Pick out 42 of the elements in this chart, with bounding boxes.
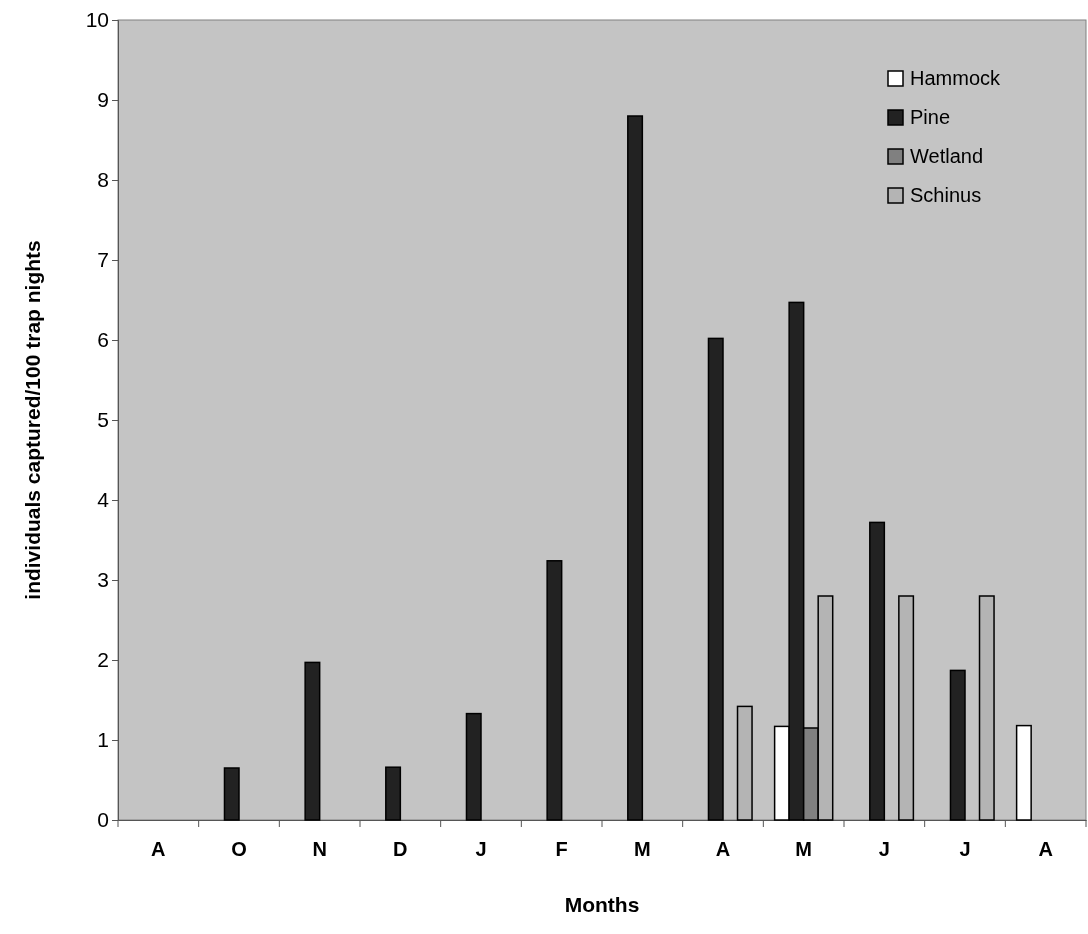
y-tick-label: 0	[97, 808, 109, 832]
bar	[223, 767, 240, 821]
x-tick-label: A	[1038, 838, 1053, 861]
x-tick-label: A	[151, 838, 166, 861]
legend-label: Pine	[910, 106, 951, 128]
legend-label: Wetland	[910, 145, 984, 167]
bar	[385, 766, 402, 821]
bar	[304, 661, 321, 821]
y-tick-label: 5	[97, 408, 109, 432]
x-tick-label: J	[878, 838, 890, 861]
y-tick-label: 1	[97, 728, 109, 752]
x-tick-label: O	[231, 838, 247, 861]
y-tick-label: 9	[97, 88, 109, 112]
bar	[627, 115, 644, 821]
bar	[707, 337, 724, 821]
x-tick-label: N	[312, 838, 327, 861]
y-tick-label: 6	[97, 328, 109, 352]
bar	[546, 560, 563, 821]
x-tick-label: M	[795, 838, 812, 861]
y-tick-label: 8	[97, 168, 109, 192]
bar	[1015, 724, 1032, 821]
bar	[465, 712, 482, 821]
y-tick-label: 2	[97, 648, 109, 672]
bar	[978, 595, 995, 821]
y-tick-label: 7	[97, 248, 109, 272]
bar	[949, 669, 966, 821]
y-tick-label: 10	[85, 8, 109, 32]
x-tick-label: A	[715, 838, 731, 861]
x-tick-label: J	[959, 838, 971, 861]
x-tick-label: J	[475, 838, 487, 861]
y-tick-label: 3	[97, 568, 109, 592]
bar	[898, 595, 915, 821]
legend-label: Schinus	[910, 184, 982, 206]
y-axis-title: individuals captured/100 trap nights	[21, 240, 44, 600]
y-tick-label: 4	[97, 488, 110, 512]
x-axis-title: Months	[564, 893, 640, 916]
x-tick-label: D	[393, 838, 408, 861]
x-tick-label: F	[555, 838, 568, 861]
legend-label: Hammock	[910, 67, 1002, 89]
bar	[736, 705, 753, 821]
x-tick-label: M	[634, 838, 651, 861]
bar	[869, 521, 886, 821]
